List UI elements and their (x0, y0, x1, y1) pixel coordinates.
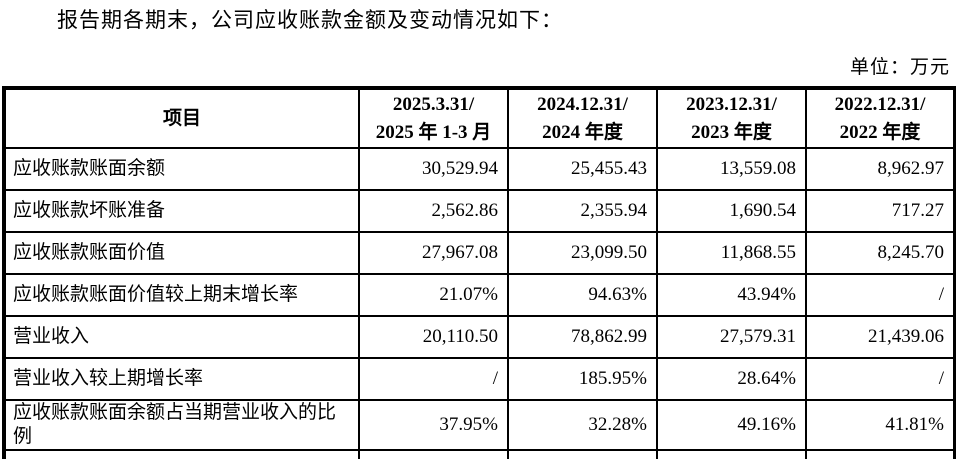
value-cell: 185.95% (507, 357, 658, 401)
value-cell: / (358, 357, 509, 401)
value-cell: 8,962.97 (805, 147, 956, 191)
value-cell (507, 448, 658, 459)
row-label-cell: 应收账款账面余额占当期营业收入的比例 (3, 399, 360, 451)
row-label-cell: 应收账款坏账准备 (3, 189, 360, 233)
value-cell: 43.94% (656, 273, 807, 317)
data-row: 应收账款账面价值 27,967.08 23,099.50 11,868.55 8,245… (3, 231, 956, 275)
value-cell: 1,690.54 (656, 189, 807, 233)
value-cell: / (805, 357, 956, 401)
value-cell: 717.27 (805, 189, 956, 233)
value-cell: 27,579.31 (656, 315, 807, 359)
value-cell: 21,439.06 (805, 315, 956, 359)
row-label-cell: 应收账款账面价值 (3, 231, 360, 275)
data-row: 营业收入较上期增长率/185.95% 28.64% / (3, 357, 956, 401)
value-cell: 32.28% (507, 399, 658, 451)
value-cell: 94.63% (507, 273, 658, 317)
value-cell: 28.64% (656, 357, 807, 401)
value-cell: 78,862.99 (507, 315, 658, 359)
row-label-cell: 营业收入 (3, 315, 360, 359)
receivables-table-container: 项目 2025.3.31/2025 年 1-3 月 2024.12.31/2024 … (2, 86, 956, 459)
data-row: 应收账款坏账准备 2,562.86 2,355.94 1,690.54 717.27 (3, 189, 956, 233)
row-label-cell: 应收账款账面余额 (3, 147, 360, 191)
clipped-partial-row (3, 448, 956, 459)
value-cell: 27,967.08 (358, 231, 509, 275)
receivables-table: 项目 2025.3.31/2025 年 1-3 月 2024.12.31/2024 … (2, 86, 956, 459)
intro-text: 报告期各期末，公司应收账款金额及变动情况如下： (57, 8, 563, 32)
data-row: 应收账款账面余额占当期营业收入的比例 37.95% 32.28% 49.16% 41.8… (3, 399, 956, 451)
header-cell: 2023.12.31/2023 年度 (656, 87, 807, 149)
value-cell: 8,245.70 (805, 231, 956, 275)
table-header-row: 项目 2025.3.31/2025 年 1-3 月 2024.12.31/2024 … (3, 87, 956, 149)
header-cell: 2024.12.31/2024 年度 (507, 87, 658, 149)
value-cell: 37.95% (358, 399, 509, 451)
value-cell: 49.16% (656, 399, 807, 451)
value-cell: 41.81% (805, 399, 956, 451)
value-cell: 13,559.08 (656, 147, 807, 191)
value-cell: 2,562.86 (358, 189, 509, 233)
row-label-cell: 应收账款账面价值较上期末增长率 (3, 273, 360, 317)
header-cell: 2022.12.31/2022 年度 (805, 87, 956, 149)
unit-label: 单位：万元 (849, 57, 950, 78)
value-cell: 30,529.94 (358, 147, 509, 191)
header-cell: 项目 (3, 87, 360, 149)
value-cell: / (805, 273, 956, 317)
value-cell (358, 448, 509, 459)
value-cell (656, 448, 807, 459)
row-label-cell: 营业收入较上期增长率 (3, 357, 360, 401)
data-row: 应收账款账面价值较上期末增长率 21.07% 94.63% 43.94% / (3, 273, 956, 317)
row-label-cell (3, 448, 360, 459)
value-cell (805, 448, 956, 459)
value-cell: 11,868.55 (656, 231, 807, 275)
data-row: 应收账款账面余额 30,529.94 25,455.43 13,559.08 8,962… (3, 147, 956, 191)
value-cell: 25,455.43 (507, 147, 658, 191)
value-cell: 20,110.50 (358, 315, 509, 359)
value-cell: 21.07% (358, 273, 509, 317)
data-row: 营业收入 20,110.50 78,862.99 27,579.31 21,439.06 (3, 315, 956, 359)
value-cell: 23,099.50 (507, 231, 658, 275)
header-cell: 2025.3.31/2025 年 1-3 月 (358, 87, 509, 149)
value-cell: 2,355.94 (507, 189, 658, 233)
